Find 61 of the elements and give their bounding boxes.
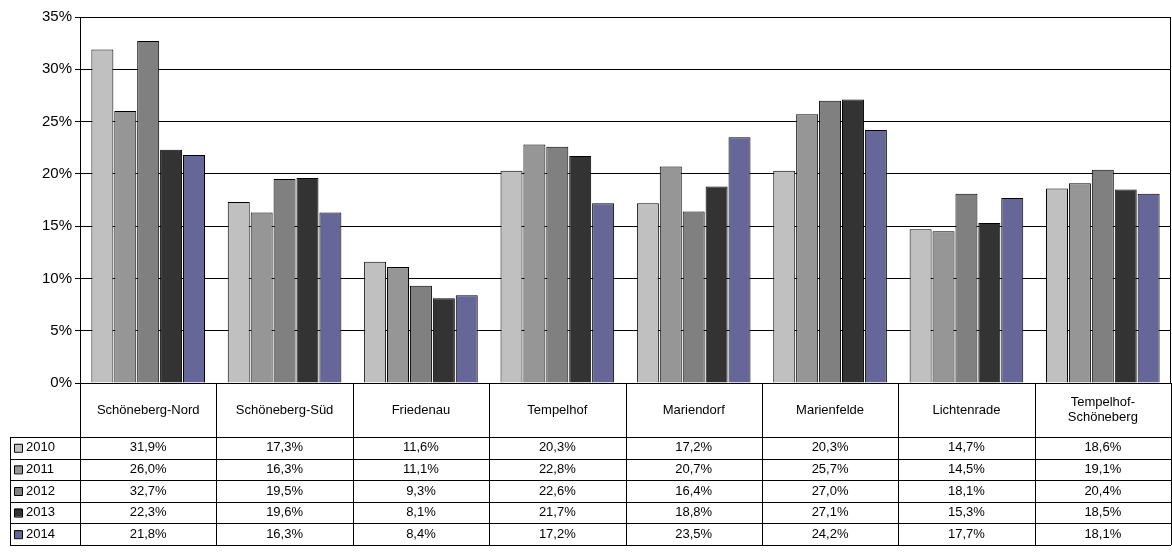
- data-label: 31,9%: [129, 439, 168, 455]
- x-tick-label: Tempelhof: [527, 401, 588, 417]
- data-label: 19,6%: [266, 504, 304, 520]
- data-label: 18,8%: [675, 504, 713, 520]
- x-tick-label: Schöneberg-Süd: [235, 401, 334, 417]
- data-label: 21,8%: [129, 525, 168, 541]
- legend-label: 2014: [26, 525, 55, 541]
- data-label: 23,5%: [675, 525, 713, 541]
- data-label: 20,3%: [538, 439, 577, 455]
- data-label: 26,0%: [129, 460, 168, 476]
- data-label: 22,6%: [538, 482, 577, 498]
- legend-label: 2011: [26, 460, 54, 476]
- data-label: 20,7%: [675, 460, 713, 476]
- data-label: 17,2%: [538, 525, 577, 541]
- y-tick-label: 35%: [41, 7, 72, 25]
- data-label: 20,4%: [1084, 482, 1122, 498]
- data-label: 32,7%: [129, 482, 168, 498]
- data-label: 24,2%: [811, 525, 849, 541]
- data-label: 20,3%: [811, 439, 849, 455]
- x-tick-label: Lichtenrade: [932, 401, 1001, 417]
- y-tick-label: 20%: [41, 164, 72, 181]
- data-label: 16,4%: [675, 482, 713, 498]
- x-tick-label: Mariendorf: [662, 401, 726, 417]
- data-label: 19,5%: [266, 482, 304, 498]
- data-label: 21,7%: [538, 504, 577, 520]
- y-tick-label: 5%: [50, 320, 72, 338]
- x-tick-label: Friedenau: [391, 401, 451, 417]
- y-tick-label: 15%: [41, 216, 72, 234]
- data-label: 14,5%: [948, 460, 986, 476]
- data-label: 18,6%: [1084, 439, 1122, 455]
- legend-label: 2010: [26, 439, 55, 455]
- data-label: 15,3%: [948, 504, 986, 520]
- data-label: 16,3%: [266, 525, 304, 541]
- data-label: 14,7%: [948, 439, 986, 455]
- data-label: 17,2%: [675, 439, 713, 455]
- y-tick-label: 10%: [41, 268, 72, 286]
- data-label: 9,3%: [406, 482, 437, 498]
- data-label: 8,4%: [406, 525, 437, 541]
- data-label: 22,8%: [538, 460, 577, 476]
- data-label: 11,6%: [402, 439, 440, 455]
- data-label: 27,0%: [811, 482, 849, 498]
- data-label: 22,3%: [129, 504, 168, 520]
- data-label: 27,1%: [811, 504, 849, 520]
- data-label: 19,1%: [1084, 460, 1122, 476]
- x-tick-label: Schöneberg-Nord: [96, 401, 200, 417]
- data-label: 18,1%: [948, 482, 986, 498]
- data-label: 17,7%: [948, 525, 986, 541]
- data-label: 17,3%: [266, 439, 304, 455]
- y-tick-label: 25%: [41, 111, 72, 129]
- data-label: 16,3%: [266, 460, 304, 476]
- legend-label: 2012: [26, 482, 55, 498]
- data-label: 25,7%: [811, 460, 849, 476]
- data-label: 11,1%: [402, 460, 440, 476]
- x-tick-label: Marienfelde: [796, 401, 865, 417]
- legend-label: 2013: [26, 504, 55, 520]
- x-tick-label: Tempelhof-Schöneberg: [1067, 394, 1138, 425]
- data-label: 8,1%: [406, 504, 437, 520]
- data-label: 18,1%: [1084, 525, 1122, 541]
- y-tick-label: 30%: [41, 59, 72, 77]
- y-tick-label: 0%: [50, 373, 72, 391]
- data-label: 18,5%: [1084, 504, 1122, 520]
